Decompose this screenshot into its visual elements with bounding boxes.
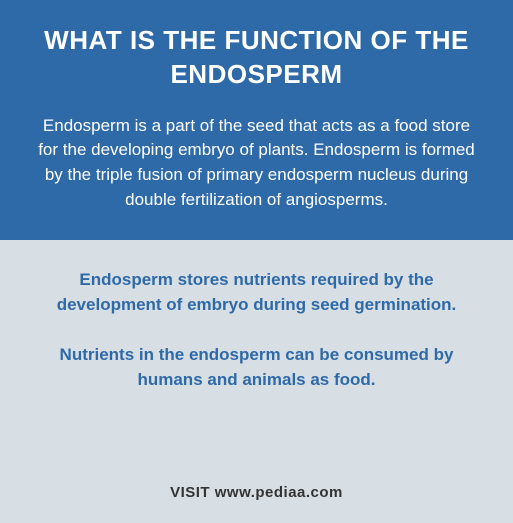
point-1: Endosperm stores nutrients required by t… bbox=[36, 268, 477, 317]
main-title: WHAT IS THE FUNCTION OF THE ENDOSPERM bbox=[32, 24, 481, 92]
point-2: Nutrients in the endosperm can be consum… bbox=[36, 343, 477, 392]
infographic-card: WHAT IS THE FUNCTION OF THE ENDOSPERM En… bbox=[0, 0, 513, 523]
spacer bbox=[36, 419, 477, 484]
footer-text: VISIT www.pediaa.com bbox=[36, 484, 477, 523]
intro-paragraph: Endosperm is a part of the seed that act… bbox=[32, 114, 481, 213]
bottom-section: Endosperm stores nutrients required by t… bbox=[0, 240, 513, 523]
top-section: WHAT IS THE FUNCTION OF THE ENDOSPERM En… bbox=[0, 0, 513, 240]
